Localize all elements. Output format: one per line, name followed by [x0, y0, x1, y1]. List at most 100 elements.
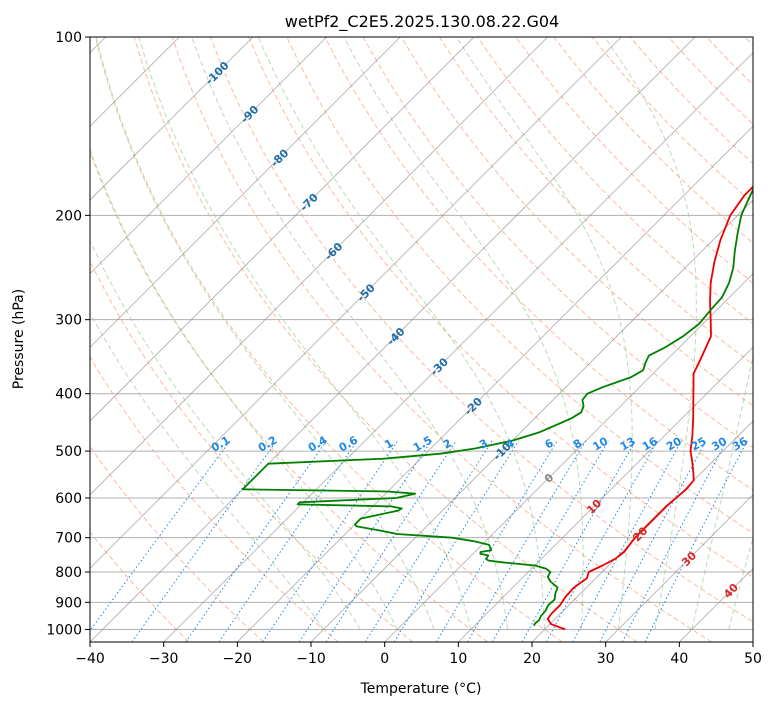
- mixing-ratio-line: [491, 440, 609, 642]
- moist-adiabat-line: [191, 37, 509, 630]
- mixing-ratio-line: [185, 440, 328, 642]
- x-tick-label: 10: [449, 651, 467, 667]
- x-tick-label: −10: [296, 651, 326, 667]
- y-tick-label: 800: [55, 565, 82, 581]
- mixing-ratio-label: 1: [382, 437, 395, 452]
- x-tick-label: 0: [380, 651, 389, 667]
- mixing-ratio-line: [262, 440, 399, 642]
- mixing-ratio-line: [131, 440, 278, 642]
- isotherm-label: -30: [428, 355, 451, 378]
- y-tick-label: 200: [55, 208, 82, 224]
- dry-adiabat-line: [95, 37, 563, 642]
- isotherm-line: [90, 37, 401, 348]
- isotherm-line: [163, 52, 753, 642]
- isotherm-label: 0: [542, 471, 557, 486]
- dry-adiabat-line: [324, 37, 753, 491]
- isotherm-label: -100: [203, 59, 232, 88]
- dry-adiabat-line: [90, 356, 339, 642]
- isotherm-label: -40: [384, 325, 407, 348]
- moist-adiabat-line: [138, 37, 472, 630]
- dewpoint-profile-line: [241, 187, 753, 627]
- pressure-gridlines: [90, 37, 753, 630]
- isotherms: [90, 37, 753, 642]
- dry-adiabat-line: [438, 37, 753, 366]
- mixing-ratio-line: [521, 440, 637, 642]
- dry-adiabat-line: [477, 37, 753, 325]
- x-tick-label: 40: [670, 651, 688, 667]
- dry-adiabat-line: [210, 37, 753, 623]
- y-tick-label: 500: [55, 444, 82, 460]
- x-tick-label: 50: [744, 651, 762, 667]
- moist-adiabat-line: [90, 311, 324, 630]
- mixing-ratio-line: [572, 440, 683, 642]
- y-axis: 100 200 300 400 500 600 700 800 900 1000: [46, 30, 90, 638]
- sounding-profiles: [241, 185, 753, 631]
- mixing-ratio-line: [393, 440, 520, 642]
- y-tick-label: 300: [55, 313, 82, 329]
- x-tick-label: −20: [223, 651, 253, 667]
- y-tick-label: 900: [55, 595, 82, 611]
- isotherm-label: -50: [355, 281, 378, 304]
- isotherm-label: 40: [721, 581, 741, 601]
- x-tick-label: 30: [597, 651, 615, 667]
- y-tick-label: 1000: [46, 622, 82, 638]
- isotherm-line: [237, 125, 753, 642]
- y-tick-label: 600: [55, 491, 82, 507]
- y-tick-label: 100: [55, 30, 82, 46]
- mixing-ratio-label: 6: [543, 436, 556, 451]
- dry-adiabats: [90, 37, 753, 642]
- isotherm-line: [458, 346, 753, 642]
- dry-adiabat-line: [515, 37, 753, 284]
- mixing-ratio-label: 3: [477, 437, 490, 452]
- x-axis: −40 −30 −20 −10 0 10 20 30 40 50: [75, 642, 762, 667]
- isotherm-line: [679, 567, 753, 642]
- moist-adiabat-line: [90, 239, 361, 630]
- moist-adiabat-line: [728, 535, 753, 630]
- isotherm-line: [605, 494, 753, 642]
- isotherm-label: 20: [630, 524, 650, 544]
- dry-adiabat-line: [90, 259, 414, 642]
- y-tick-label: 400: [55, 387, 82, 403]
- y-axis-title: Pressure (hPa): [11, 289, 27, 389]
- dry-adiabat-line: [362, 37, 753, 449]
- mixing-ratio-label: 2: [441, 437, 454, 452]
- dry-adiabat-line: [553, 37, 753, 244]
- dry-adiabat-line: [90, 150, 488, 642]
- dry-adiabat-line: [591, 37, 753, 204]
- moist-adiabats: [90, 37, 753, 630]
- isotherm-label: -20: [462, 395, 485, 418]
- mixing-ratio-line: [467, 440, 587, 642]
- isotherm-line: [90, 37, 327, 275]
- mixing-ratio-line: [644, 440, 748, 642]
- isotherm-line: [90, 37, 696, 642]
- dry-adiabat-line: [706, 37, 753, 86]
- moist-adiabat-line: [455, 37, 633, 630]
- isotherm-line: [90, 37, 548, 496]
- dry-adiabat-line: [668, 37, 753, 125]
- dry-adiabat-line: [248, 37, 753, 578]
- dry-adiabat-line: [90, 445, 264, 642]
- plot-frame: [89, 36, 754, 643]
- dry-adiabat-line: [90, 531, 190, 642]
- isotherm-line: [310, 199, 753, 642]
- dry-adiabat-line: [171, 37, 712, 642]
- x-tick-label: −40: [75, 651, 105, 667]
- moist-adiabat-line: [691, 353, 753, 630]
- mixing-ratio-line: [364, 440, 493, 642]
- isotherm-line: [90, 37, 475, 422]
- moist-adiabat-line: [257, 37, 546, 630]
- y-tick-label: 700: [55, 531, 82, 547]
- isotherm-label: -60: [322, 240, 345, 263]
- temperature-profile-line: [546, 185, 753, 631]
- isotherm-line: [90, 37, 622, 569]
- mixing-ratio-line: [545, 440, 659, 642]
- dry-adiabat-line: [400, 37, 753, 407]
- moist-adiabat-line: [94, 37, 435, 630]
- mixing-ratio-line: [90, 440, 231, 632]
- mixing-ratio-lines: [90, 440, 748, 642]
- isotherm-label: 10: [584, 497, 604, 517]
- moist-adiabat-line: [90, 147, 398, 630]
- mixing-ratio-line: [325, 440, 457, 642]
- mixing-ratio-line: [599, 440, 707, 642]
